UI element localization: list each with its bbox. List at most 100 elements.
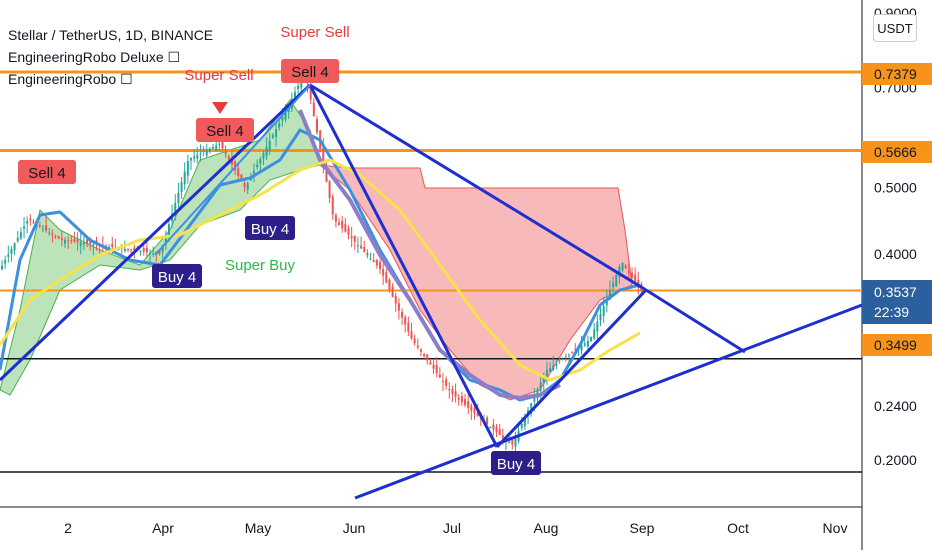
candle-body xyxy=(341,220,344,229)
candle-body xyxy=(372,260,375,263)
price-tag-level-mid: 0.5666 xyxy=(862,141,932,163)
candle-body xyxy=(227,156,230,160)
candle-body xyxy=(164,234,167,245)
candle-body xyxy=(501,435,504,438)
candle-body xyxy=(511,440,514,445)
signal-label: Sell 4 xyxy=(28,165,66,182)
signal-box xyxy=(18,160,76,184)
symbol-title: Stellar / TetherUS, 1D, BINANCE xyxy=(8,27,214,43)
candle-body xyxy=(545,370,548,378)
signal-label: Super Buy xyxy=(225,257,296,274)
candle-body xyxy=(271,135,274,138)
candle-body xyxy=(177,192,180,203)
candle-body xyxy=(476,412,479,416)
candle-body xyxy=(612,282,615,288)
candle-body xyxy=(621,263,624,271)
candle-body xyxy=(344,224,347,232)
candle-body xyxy=(23,226,26,229)
signal-box xyxy=(281,59,339,83)
candle-body xyxy=(331,196,334,215)
chart-legend: Stellar / TetherUS, 1D, BINANCE Engineer… xyxy=(8,24,213,90)
candle-body xyxy=(470,405,473,411)
candle-body xyxy=(158,250,161,254)
candle-body xyxy=(464,398,467,405)
indicator-label[interactable]: EngineeringRobo ☐ xyxy=(8,71,133,87)
price-tag-level-high: 0.7379 xyxy=(862,63,932,85)
candle-body xyxy=(369,258,372,260)
candle-body xyxy=(410,331,413,339)
candle-body xyxy=(92,244,95,246)
super-sell-signal: Super Sell xyxy=(184,67,253,84)
candle-body xyxy=(602,305,605,316)
candle-body xyxy=(416,345,419,348)
candle-body xyxy=(64,240,66,244)
candle-body xyxy=(615,274,618,287)
candle-body xyxy=(275,129,278,137)
trend-average-line xyxy=(298,109,561,401)
candle-body xyxy=(457,397,460,400)
candle-body xyxy=(142,248,145,252)
candle-body xyxy=(29,218,32,221)
candle-body xyxy=(379,261,381,269)
candle-body xyxy=(426,354,429,361)
candle-body xyxy=(599,313,602,321)
candle-body xyxy=(495,426,498,433)
candle-body xyxy=(309,85,312,100)
candle-body xyxy=(123,248,126,252)
candle-body xyxy=(221,141,224,149)
time-tick-label: Aug xyxy=(534,520,559,536)
super-sell-signal: Super Sell xyxy=(280,24,349,41)
price-tick-label: 0.2000 xyxy=(874,452,917,468)
candle-body xyxy=(202,149,205,152)
signal-box xyxy=(245,216,295,240)
candle-body xyxy=(413,338,416,344)
signal-label: Super Sell xyxy=(184,67,253,84)
candle-body xyxy=(498,428,501,435)
candle-body xyxy=(322,147,325,166)
candle-body xyxy=(293,92,296,98)
candle-body xyxy=(631,272,633,278)
candle-body xyxy=(634,274,637,283)
trendline-5 xyxy=(645,288,746,354)
candle-body xyxy=(16,237,19,242)
candle-body xyxy=(256,164,259,168)
candle-body xyxy=(73,239,76,242)
candle-body xyxy=(394,295,397,304)
price-tick-label: 0.4000 xyxy=(874,246,917,262)
candle-body xyxy=(407,322,410,332)
indicator-deluxe-label[interactable]: EngineeringRobo Deluxe ☐ xyxy=(8,49,181,65)
candle-body xyxy=(218,143,221,145)
candle-body xyxy=(268,141,271,151)
candle-body xyxy=(366,252,369,256)
signal-label: Super Sell xyxy=(280,24,349,41)
candle-body xyxy=(586,341,589,347)
candle-body xyxy=(240,174,243,182)
candle-body xyxy=(183,171,186,185)
candle-body xyxy=(391,286,394,297)
candle-body xyxy=(404,317,407,325)
candle-body xyxy=(442,381,444,383)
candle-body xyxy=(145,247,148,253)
candle-body xyxy=(38,224,41,227)
candle-body xyxy=(445,379,448,386)
candle-body xyxy=(590,337,593,341)
candle-body xyxy=(353,235,356,242)
candle-body xyxy=(193,156,196,159)
candle-body xyxy=(89,241,92,244)
candle-body xyxy=(423,353,426,357)
candle-body xyxy=(284,111,287,120)
sell-signal: Sell 4 xyxy=(18,160,76,184)
candle-body xyxy=(253,170,255,174)
candle-body xyxy=(338,222,341,225)
candle-body xyxy=(489,426,492,429)
candle-body xyxy=(561,358,564,360)
candle-body xyxy=(627,270,630,273)
time-tick-label: Oct xyxy=(727,520,749,536)
countdown-value: 22:39 xyxy=(874,304,910,320)
candle-body xyxy=(19,232,22,239)
candle-body xyxy=(243,183,246,187)
candle-body xyxy=(300,79,303,88)
candle-body xyxy=(82,242,85,245)
currency-button[interactable]: USDT xyxy=(873,14,917,42)
